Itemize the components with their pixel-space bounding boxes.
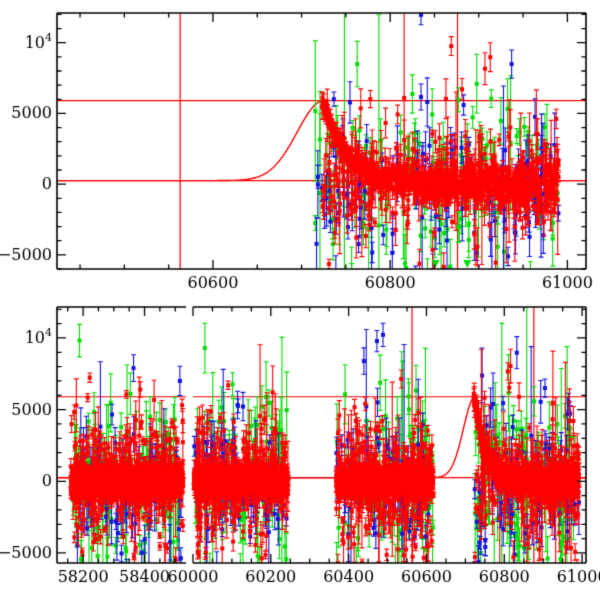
light-curve-figure — [0, 0, 600, 600]
light-curve-plot-canvas — [0, 0, 600, 600]
